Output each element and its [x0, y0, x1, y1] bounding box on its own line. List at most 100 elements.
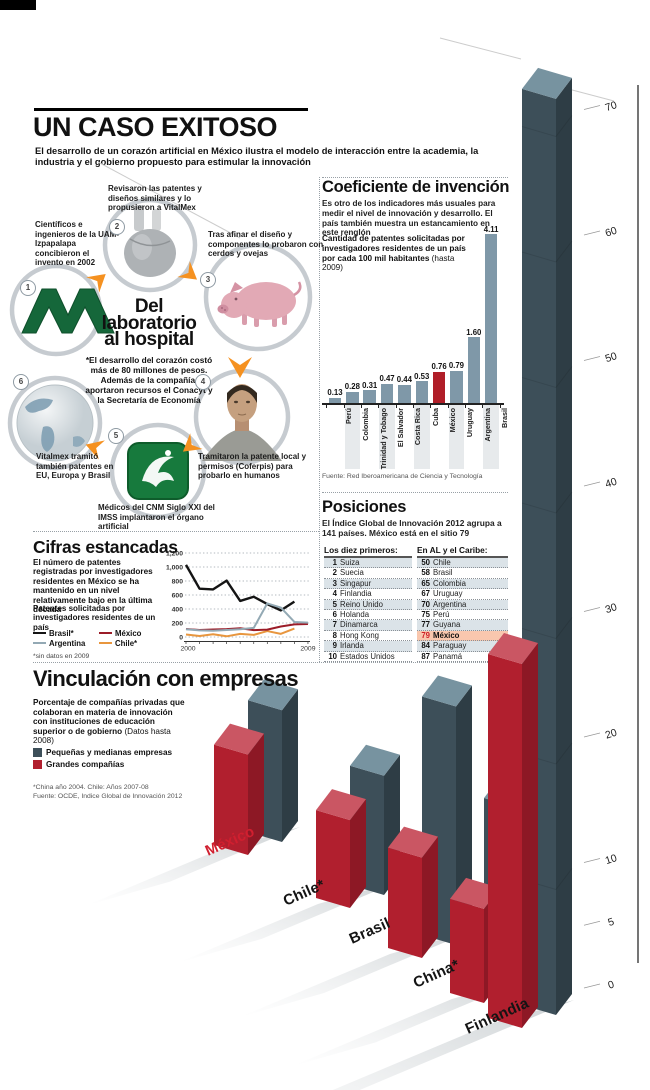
legend-item-México: México	[99, 628, 165, 638]
coeficiente-bar-value: 0.28	[344, 382, 360, 392]
globe-icon	[16, 384, 94, 462]
bar-grandes-Brasil	[388, 826, 438, 958]
ranking-country: México	[433, 630, 460, 640]
ranking-row: 50 Chile	[417, 558, 508, 569]
ranking-country: Suiza	[340, 558, 360, 567]
axis-tick	[395, 405, 397, 408]
coeficiente-bar-value: 0.47	[379, 374, 395, 384]
cifras-footnote: *sin datos en 2009	[33, 653, 90, 660]
line-series-Chile*	[185, 627, 295, 638]
arrow-step5-6-icon	[85, 440, 105, 460]
svg-text:200: 200	[172, 620, 184, 627]
ranking-row: 79 México	[417, 630, 508, 642]
ranking-country: Uruguay	[433, 589, 463, 599]
line-series-Argentina	[185, 602, 309, 632]
svg-text:400: 400	[172, 606, 184, 613]
cifras-chart-label: Patentes solicitadas por investigadores …	[33, 604, 156, 632]
legend-swatch-icon	[33, 747, 42, 757]
title-rule	[34, 108, 308, 111]
pig-icon	[217, 281, 302, 327]
axis-tick	[447, 405, 449, 408]
axis-tick-label: 50	[604, 350, 619, 365]
axis-tick-label: 70	[604, 99, 619, 114]
ranking-row: 77 Guyana	[417, 620, 508, 631]
legend-swatch-icon	[33, 641, 46, 645]
coeficiente-bar-value: 0.53	[414, 371, 430, 381]
svg-text:600: 600	[172, 592, 184, 599]
ranking-rank: 5	[332, 599, 337, 609]
axis-tick	[430, 405, 432, 408]
svg-text:1,000: 1,000	[166, 564, 183, 571]
legend-label: Brasil*	[49, 628, 74, 638]
floor-shadow-México	[86, 827, 300, 906]
cifras-legend: Brasil* México Argentina Chile*	[33, 628, 168, 648]
ranking-country: Estados Unidos	[340, 651, 395, 661]
ranking-rank: 84	[421, 641, 430, 651]
ranking-country: Irlanda	[340, 641, 364, 651]
ranking-row: 65 Colombia	[417, 578, 508, 590]
axis-tick-label: 60	[604, 225, 619, 240]
process-center-note: *El desarrollo del corazón costó más de …	[85, 355, 213, 405]
legend-label: Pequeñas y medianas empresas	[46, 747, 173, 757]
flow-arrows	[85, 261, 252, 460]
coeficiente-bar-Trinidad y Tobago	[363, 390, 376, 403]
step5-badge: 5	[108, 428, 124, 444]
bar-label-stripe	[448, 405, 465, 469]
coeficiente-title: Coeficiente de invención	[322, 178, 510, 196]
page-title: UN CASO EXITOSO	[33, 112, 278, 142]
arrow-step2-3-icon	[177, 261, 198, 280]
cifras-intro: El número de patentes registradas por in…	[33, 558, 153, 615]
posiciones-title: Posiciones	[322, 498, 407, 516]
ranking-row: 1 Suiza	[324, 558, 412, 569]
ranking-country: Paraguay	[433, 641, 467, 651]
uam-logo-icon	[21, 288, 115, 334]
axis-tick	[465, 405, 467, 408]
ranking-row: 7 Dinamarca	[324, 620, 412, 631]
coeficiente-bar-El Salvador	[380, 383, 394, 403]
ranking-table-top10: 1 Suiza 2 Suecia 3 Singapur 4 Finlandia 5 Reino U…	[324, 556, 412, 662]
svg-text:800: 800	[172, 578, 184, 585]
ranking-rank: 58	[421, 568, 430, 578]
axis-tick	[499, 405, 501, 408]
ranking-country: Brasil	[433, 568, 453, 578]
step6-text: Vitalmex tramitó también patentes en EU,…	[36, 452, 114, 481]
ranking-country: Chile	[433, 558, 451, 567]
ranking-rank: 75	[421, 609, 430, 619]
divider	[319, 177, 320, 662]
coeficiente-bar-value: 4.11	[483, 225, 499, 234]
page-subtitle: El desarrollo de un corazón artificial e…	[35, 146, 479, 167]
legend-item-Argentina: Argentina	[33, 638, 99, 648]
ranking-country: Argentina	[433, 599, 467, 609]
legend-item-Pequeñas y medianas empresas: Pequeñas y medianas empresas	[33, 746, 172, 758]
coeficiente-bar-Brasil	[484, 234, 498, 403]
axis-tick	[413, 405, 415, 408]
process-center-title: Del laboratorio al hospital	[88, 297, 210, 348]
bar-label-stripe	[379, 405, 395, 469]
ranking-country: Dinamarca	[340, 620, 378, 630]
ranking-country: Holanda	[340, 609, 370, 619]
ranking-row: 87 Panamá	[417, 652, 508, 662]
coeficiente-bar-value: 0.76	[431, 362, 447, 372]
line-series-Brasil*	[184, 564, 296, 612]
bar-label-stripe	[414, 405, 430, 469]
coeficiente-bar-México	[432, 371, 446, 403]
divider	[322, 177, 508, 178]
bar-label-stripe	[483, 405, 499, 469]
coeficiente-bar-category: México	[448, 408, 458, 433]
ranking-rank: 1	[332, 558, 337, 567]
center-title-line: laboratorio	[101, 312, 197, 334]
ranking-rank: 70	[421, 599, 430, 609]
axis-tick-label: 40	[604, 476, 619, 491]
coeficiente-bar-value: 1.60	[466, 327, 482, 337]
svg-text:1,200: 1,200	[166, 550, 183, 557]
step3-text: Tras afinar el diseño y componentes lo p…	[208, 230, 324, 259]
coeficiente-bar-Costa Rica	[398, 384, 411, 403]
axis-tick-label: 5	[606, 916, 615, 929]
ranking-rank: 79	[421, 630, 430, 640]
axis-tick-label: 0	[606, 978, 615, 991]
bar-grandes-México	[214, 723, 264, 855]
step4-text: Tramitaron la patente local y permisos (…	[198, 452, 307, 481]
process-diagram: 1 2 3 4 5 6 Científicos e ingenieros de …	[0, 175, 330, 539]
ranking-rank: 65	[421, 578, 430, 588]
